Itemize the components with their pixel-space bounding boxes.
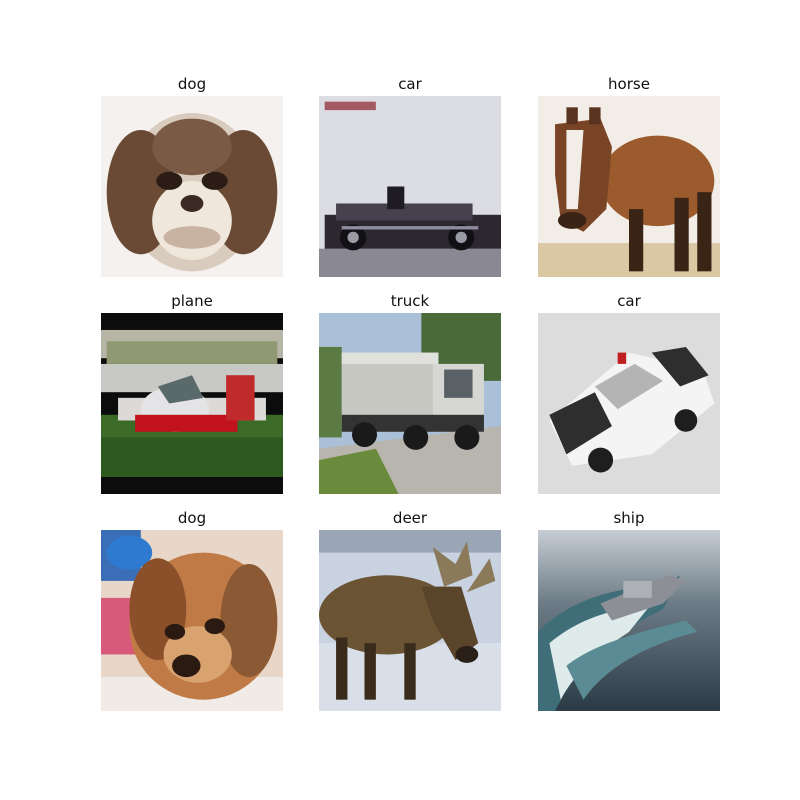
horse-image <box>538 96 720 277</box>
car-image <box>319 96 501 277</box>
grid-cell-2: car <box>319 72 501 282</box>
image-title: truck <box>390 292 430 310</box>
grid-cell-8: deer <box>319 506 501 716</box>
plane-image <box>101 313 283 494</box>
puppy-image <box>101 530 283 711</box>
ship-image-drawing <box>538 530 720 711</box>
grid-cell-4: plane <box>101 289 283 499</box>
dog-image-drawing <box>101 96 283 277</box>
moose-image-drawing <box>319 530 501 711</box>
image-title: car <box>398 75 422 93</box>
truck-image <box>319 313 501 494</box>
plane-image-drawing <box>101 313 283 494</box>
grid-cell-9: ship <box>538 506 720 716</box>
image-title: horse <box>608 75 650 93</box>
police-car-image <box>538 313 720 494</box>
ship-image <box>538 530 720 711</box>
image-title: dog <box>177 509 207 527</box>
police-car-image-drawing <box>538 313 720 494</box>
dog-image <box>101 96 283 277</box>
grid-cell-5: truck <box>319 289 501 499</box>
grid-cell-6: car <box>538 289 720 499</box>
moose-image <box>319 530 501 711</box>
truck-image-drawing <box>319 313 501 494</box>
image-title: plane <box>171 292 213 310</box>
horse-image-drawing <box>538 96 720 277</box>
image-title: deer <box>392 509 428 527</box>
image-title: dog <box>177 75 207 93</box>
puppy-image-drawing <box>101 530 283 711</box>
car-image-drawing <box>319 96 501 277</box>
grid-cell-7: dog <box>101 506 283 716</box>
grid-cell-3: horse <box>538 72 720 282</box>
grid-cell-1: dog <box>101 72 283 282</box>
image-title: ship <box>613 509 645 527</box>
image-title: car <box>617 292 641 310</box>
